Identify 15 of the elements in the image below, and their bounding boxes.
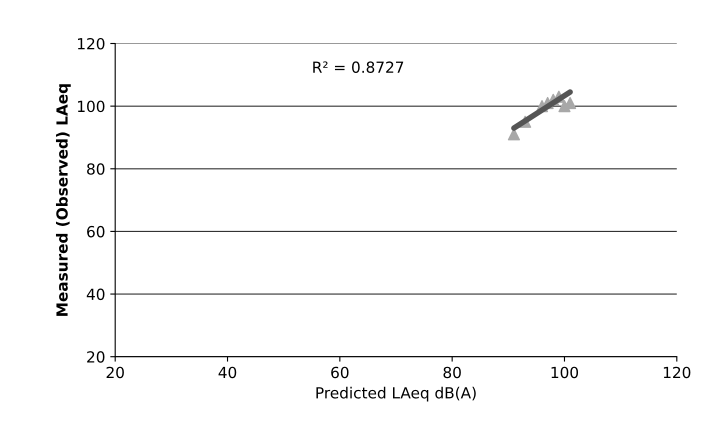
x-tick-label: 80 xyxy=(443,366,461,378)
y-axis-title: Measured (Observed) LAeq xyxy=(56,84,71,316)
x-tick-label: 120 xyxy=(664,366,690,378)
x-tick-label: 60 xyxy=(331,366,349,378)
y-tick-label: 60 xyxy=(87,226,104,238)
annotation: R² = 0.8727 xyxy=(313,61,404,73)
y-tick-label: 100 xyxy=(78,100,104,112)
x-tick-label: 20 xyxy=(106,366,124,378)
x-tick-label: 100 xyxy=(552,366,578,378)
y-tick-label: 20 xyxy=(87,351,104,363)
y-tick-label: 120 xyxy=(78,38,104,50)
y-tick-label: 40 xyxy=(86,288,104,300)
x-tick-label: 40 xyxy=(218,366,236,378)
y-tick-label: 80 xyxy=(87,163,104,175)
x-axis-title: Predicted LAeq dB(A) xyxy=(316,386,476,402)
